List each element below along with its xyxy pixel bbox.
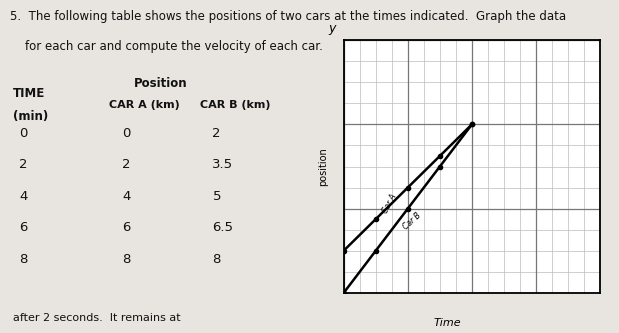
Text: y: y: [329, 22, 336, 35]
Text: 8: 8: [19, 253, 28, 266]
Text: 3.5: 3.5: [212, 158, 233, 171]
Text: 2: 2: [212, 127, 221, 140]
Text: Car B: Car B: [401, 211, 423, 232]
Text: 4: 4: [123, 190, 131, 203]
Text: 6: 6: [19, 221, 28, 234]
Text: after 2 seconds.  It remains at: after 2 seconds. It remains at: [13, 313, 181, 323]
Text: 2: 2: [123, 158, 131, 171]
Text: 4: 4: [19, 190, 28, 203]
Text: Position: Position: [134, 77, 188, 90]
Text: 0: 0: [19, 127, 28, 140]
Text: 8: 8: [123, 253, 131, 266]
Text: Car A: Car A: [381, 192, 398, 215]
Text: 6: 6: [123, 221, 131, 234]
Text: 5: 5: [212, 190, 221, 203]
Text: 0: 0: [123, 127, 131, 140]
Text: 5.  The following table shows the positions of two cars at the times indicated. : 5. The following table shows the positio…: [10, 10, 566, 23]
Text: Time: Time: [433, 318, 461, 328]
Text: 8: 8: [212, 253, 221, 266]
Text: TIME: TIME: [13, 87, 45, 100]
Text: CAR A (km): CAR A (km): [110, 100, 180, 110]
Text: 2: 2: [19, 158, 28, 171]
Text: (min): (min): [13, 110, 48, 123]
Text: CAR B (km): CAR B (km): [199, 100, 270, 110]
Text: 6.5: 6.5: [212, 221, 233, 234]
Text: for each car and compute the velocity of each car.: for each car and compute the velocity of…: [10, 40, 322, 53]
Text: position: position: [318, 147, 328, 186]
